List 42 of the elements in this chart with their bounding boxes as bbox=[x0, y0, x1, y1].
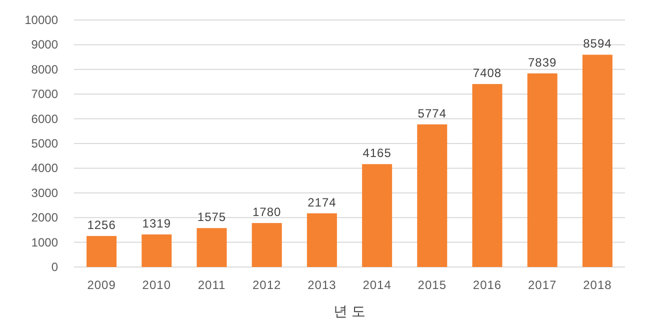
x-tick-label: 2009 bbox=[87, 278, 116, 292]
y-tick-label: 0 bbox=[51, 260, 58, 274]
data-label: 4165 bbox=[362, 146, 392, 160]
x-tick-label: 2010 bbox=[142, 278, 171, 292]
x-tick-label: 2011 bbox=[198, 278, 226, 292]
bar bbox=[527, 73, 558, 267]
x-tick-label: 2015 bbox=[418, 278, 446, 292]
bar bbox=[582, 54, 612, 267]
y-tick-label: 9000 bbox=[31, 38, 58, 52]
bar bbox=[86, 236, 117, 267]
y-tick-label: 5000 bbox=[31, 136, 58, 150]
x-tick-label: 2016 bbox=[472, 278, 502, 292]
x-tick-label: 2014 bbox=[362, 278, 392, 292]
y-tick-label: 3000 bbox=[31, 186, 58, 200]
y-tick-label: 2000 bbox=[31, 210, 58, 225]
data-label: 1780 bbox=[252, 205, 282, 220]
bar bbox=[417, 124, 448, 267]
y-tick-label: 1000 bbox=[31, 235, 58, 250]
data-label: 2174 bbox=[308, 195, 336, 210]
data-label: 5774 bbox=[418, 106, 446, 120]
x-tick-label: 2017 bbox=[528, 278, 557, 292]
bar bbox=[472, 84, 502, 267]
bar bbox=[252, 223, 282, 267]
x-tick-label: 2012 bbox=[252, 278, 282, 292]
bar bbox=[306, 213, 337, 267]
x-tick-label: 2013 bbox=[308, 278, 336, 292]
data-label: 7839 bbox=[528, 55, 557, 70]
data-label: 1575 bbox=[197, 210, 226, 224]
y-tick-label: 6000 bbox=[31, 112, 58, 126]
y-tick-label: 10000 bbox=[24, 13, 58, 27]
bar bbox=[142, 234, 172, 267]
y-tick-label: 8000 bbox=[31, 62, 58, 76]
x-axis-title: 년 도 bbox=[334, 303, 366, 319]
data-label: 7408 bbox=[472, 66, 502, 80]
bar bbox=[362, 164, 392, 267]
data-label: 8594 bbox=[583, 36, 612, 51]
y-tick-label: 4000 bbox=[31, 161, 58, 176]
y-tick-label: 7000 bbox=[31, 87, 58, 102]
bar bbox=[196, 228, 227, 267]
x-tick-label: 2018 bbox=[583, 278, 612, 292]
data-label: 1256 bbox=[87, 218, 116, 232]
data-label: 1319 bbox=[142, 216, 171, 230]
